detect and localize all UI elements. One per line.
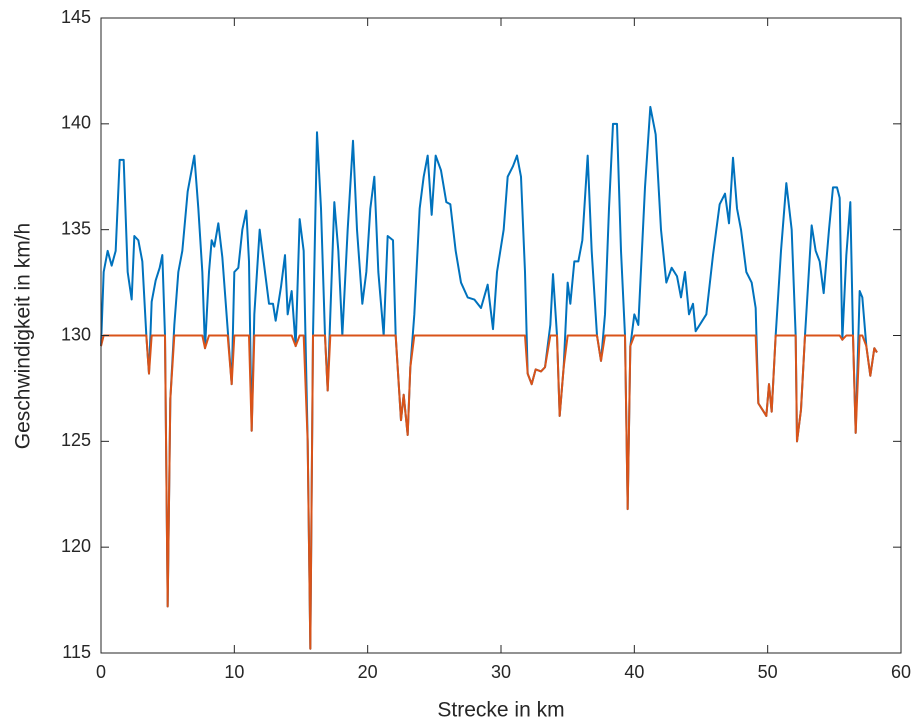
data-line xyxy=(100,105,878,650)
x-tick-label: 20 xyxy=(358,662,378,682)
x-tick-label: 60 xyxy=(891,662,911,682)
y-tick-label: 125 xyxy=(61,430,91,450)
y-tick-label: 145 xyxy=(61,7,91,27)
x-tick-label: 50 xyxy=(758,662,778,682)
x-tick-label: 30 xyxy=(491,662,511,682)
x-tick-label: 40 xyxy=(624,662,644,682)
y-tick-label: 140 xyxy=(61,113,91,133)
y-tick-label: 130 xyxy=(61,324,91,344)
y-tick-label: 135 xyxy=(61,218,91,238)
y-tick-label: 120 xyxy=(61,536,91,556)
y-axis-label: Geschwindigkeit in km/h xyxy=(12,223,35,449)
x-tick-label: 10 xyxy=(224,662,244,682)
plot-frame xyxy=(100,17,902,654)
data-line xyxy=(100,334,878,650)
x-axis-label: Strecke in km xyxy=(437,699,564,722)
y-tick-label: 115 xyxy=(62,642,91,662)
x-tick-label: 0 xyxy=(96,662,106,682)
